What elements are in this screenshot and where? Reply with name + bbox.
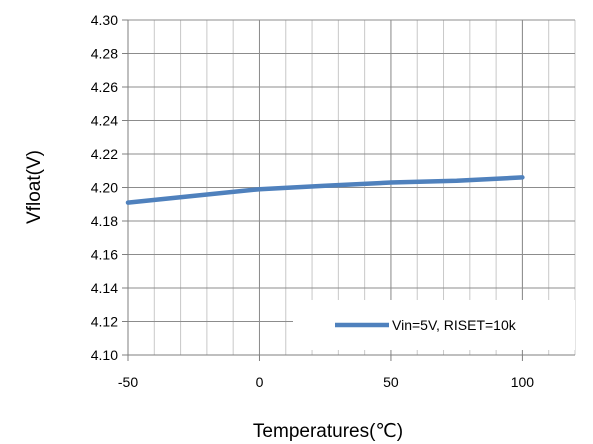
y-tick-label: 4.12 [91,314,118,330]
series-line [125,175,525,205]
x-tick-label: 100 [511,374,535,390]
legend: Vin=5V, RISET=10k [293,300,575,350]
y-tick-label: 4.14 [91,280,118,296]
y-tick-label: 4.20 [91,180,118,196]
y-tick-label: 4.24 [91,113,118,129]
legend-label: Vin=5V, RISET=10k [392,317,517,333]
y-axis-title: Vfloat(V) [24,150,45,224]
y-tick-label: 4.10 [91,347,118,363]
y-tick-label: 4.30 [91,12,118,28]
plot-frame [122,19,575,361]
x-tick-label: -50 [118,374,138,390]
x-tick-label: 0 [256,374,264,390]
x-tick-labels: -50 0 50 100 [118,374,534,390]
y-tick-label: 4.22 [91,146,118,162]
y-tick-labels: 4.10 4.12 4.14 4.16 4.18 4.20 4.22 4.24 4.26 4.28… [91,12,118,363]
y-tick-label: 4.26 [91,79,118,95]
y-tick-label: 4.16 [91,247,118,263]
x-axis-title: Temperatures(℃) [253,421,403,442]
series-layer [125,175,525,205]
x-tick-label: 50 [383,374,399,390]
y-tick-label: 4.18 [91,213,118,229]
y-tick-label: 4.28 [91,46,118,62]
